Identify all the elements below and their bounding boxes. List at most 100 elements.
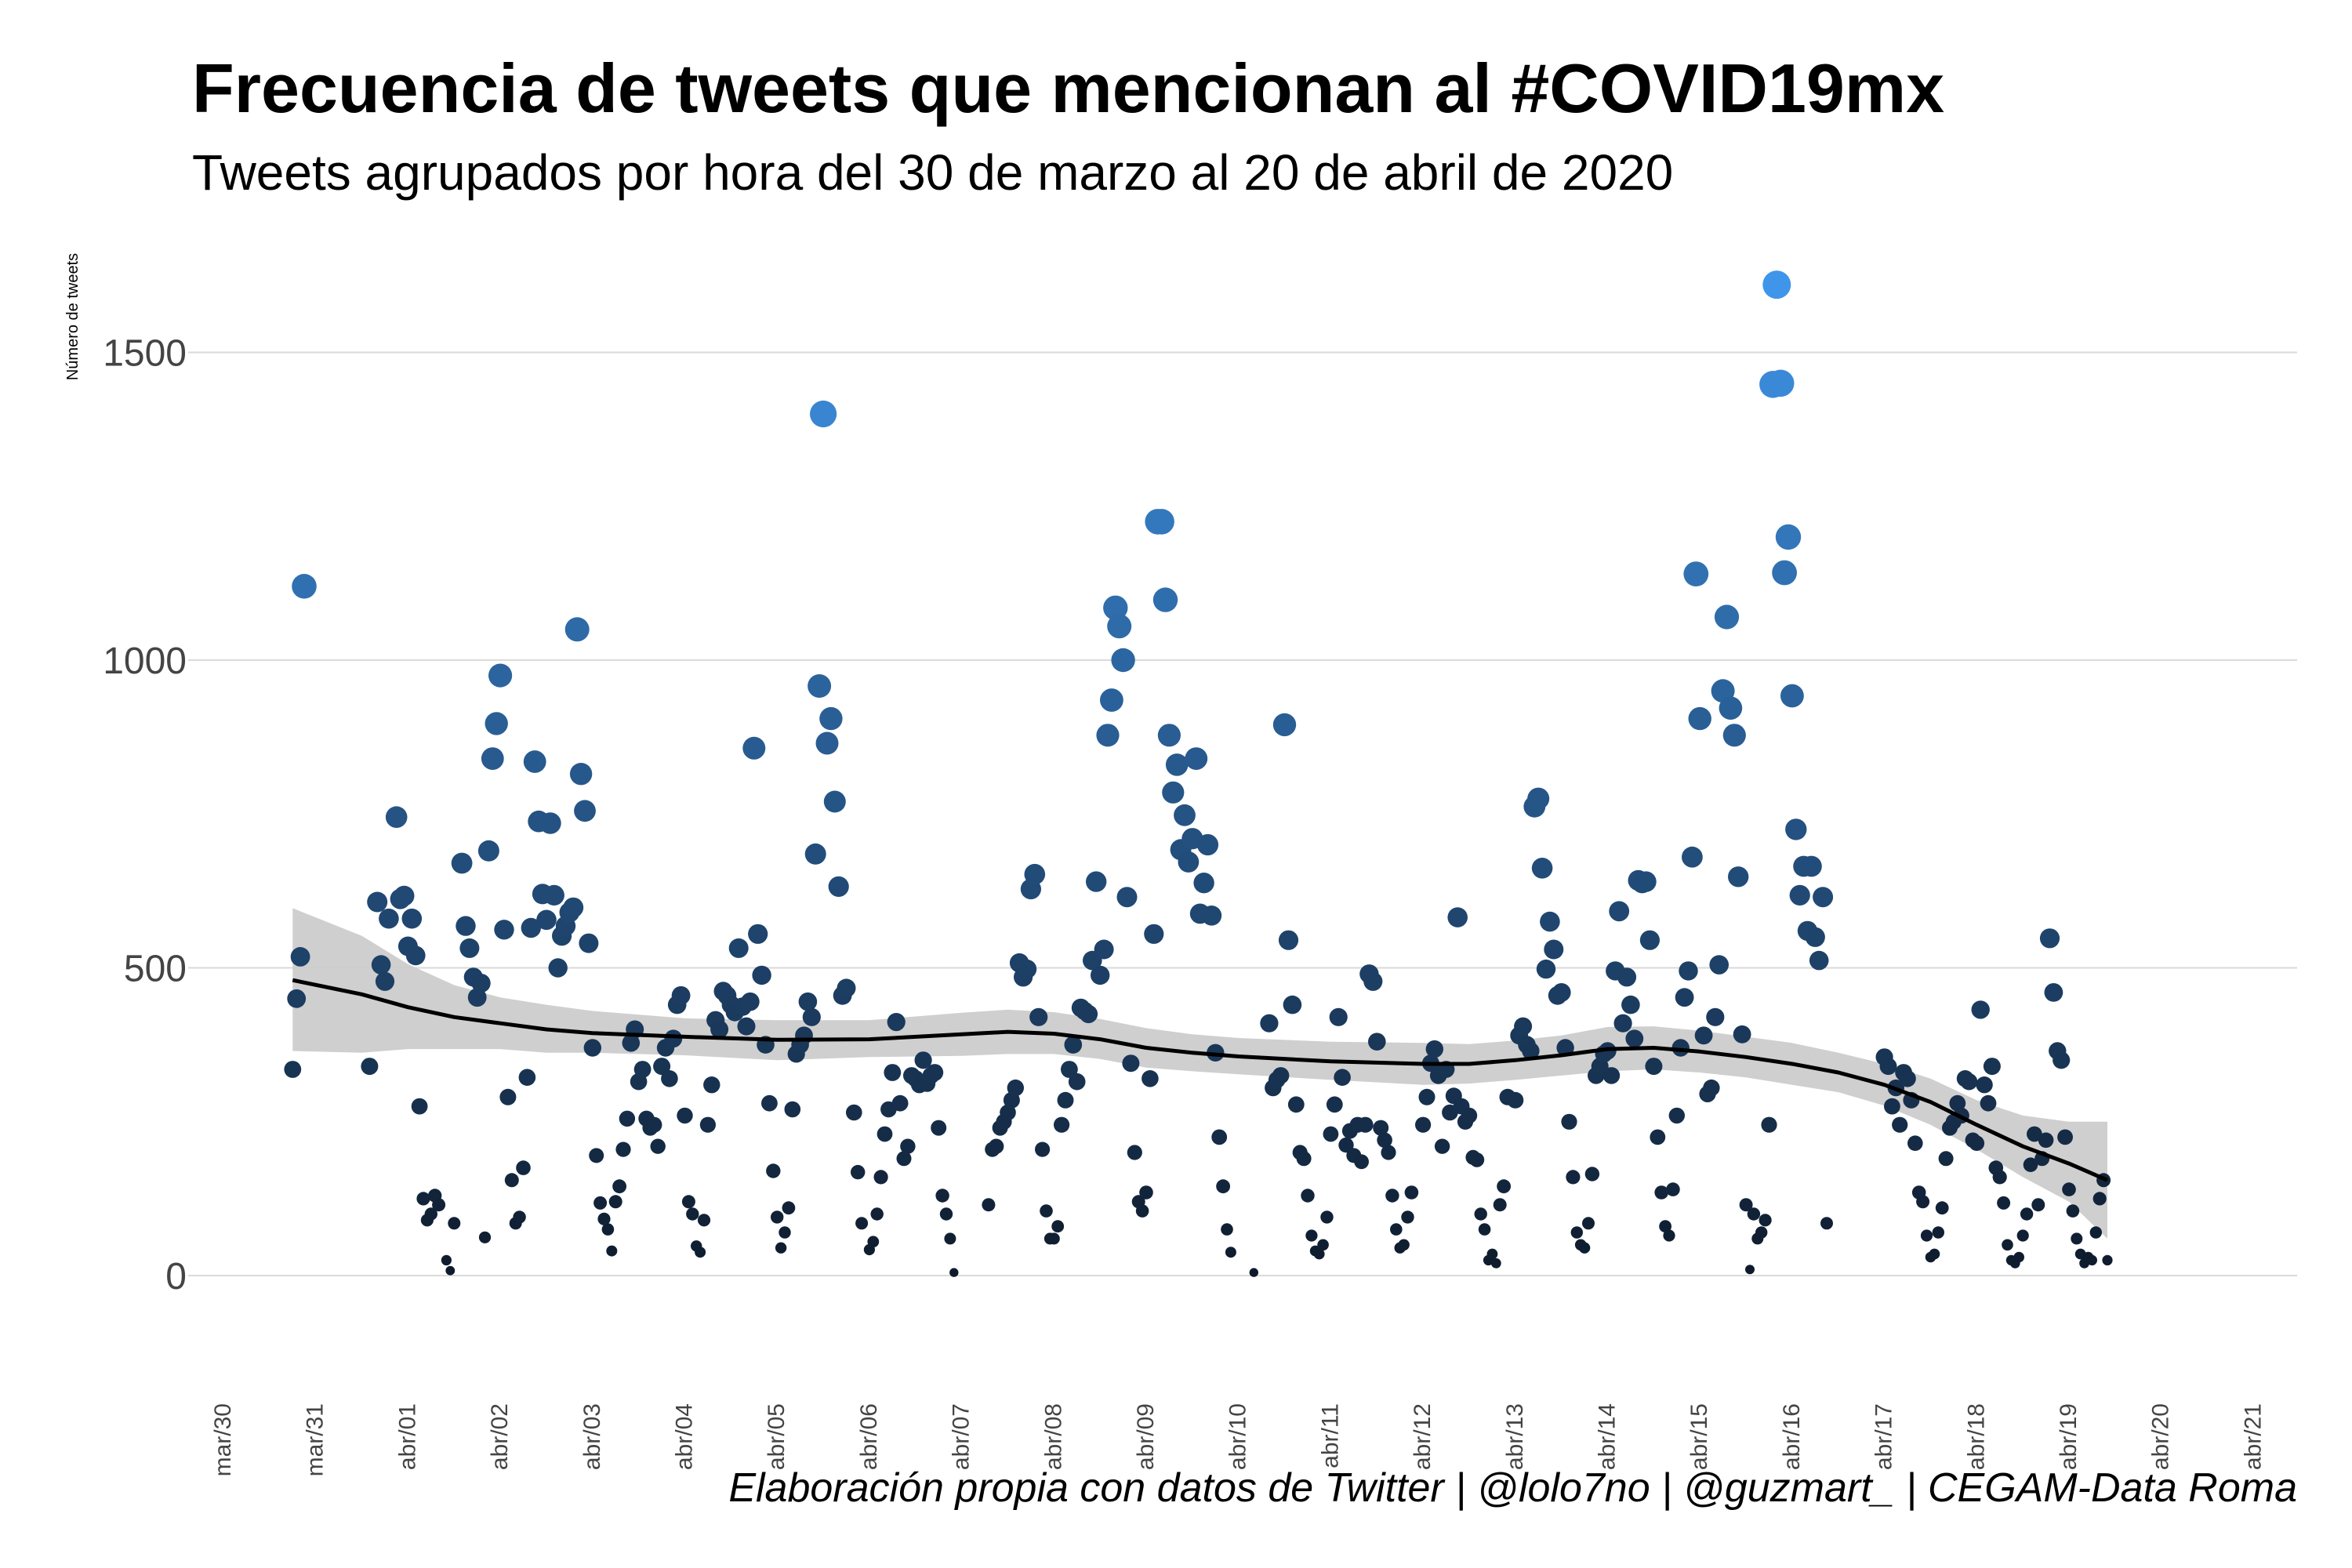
data-point <box>432 1198 446 1212</box>
data-point <box>543 884 564 906</box>
chart-title: Frecuencia de tweets que mencionan al #C… <box>192 49 1944 127</box>
x-tick-label: abr/14 <box>1595 1403 1621 1470</box>
data-point <box>513 1210 526 1224</box>
data-point <box>401 908 423 929</box>
data-point <box>1296 1151 1312 1167</box>
chart-caption: Elaboración propia con datos de Twitter … <box>728 1465 2297 1511</box>
data-point <box>589 1148 604 1163</box>
data-point <box>646 1116 662 1133</box>
data-point <box>855 1217 869 1230</box>
data-point <box>1249 1268 1259 1277</box>
x-tick-label: abr/03 <box>579 1403 605 1470</box>
data-point <box>884 1064 902 1081</box>
data-point <box>748 924 768 944</box>
data-point <box>2013 1251 2024 1263</box>
x-tick-label: abr/13 <box>1502 1403 1528 1470</box>
data-point <box>1100 688 1123 712</box>
data-point <box>622 1034 641 1052</box>
data-point <box>1094 939 1114 960</box>
data-point <box>1418 1088 1436 1105</box>
data-point <box>804 843 826 865</box>
data-point <box>949 1268 959 1277</box>
data-point <box>2071 1232 2083 1245</box>
data-point <box>1354 1154 1369 1170</box>
data-point <box>1381 1145 1396 1160</box>
data-point <box>1096 724 1120 747</box>
data-point <box>1142 1070 1159 1087</box>
data-point <box>1497 1179 1511 1194</box>
x-tick-label: abr/01 <box>394 1403 420 1470</box>
data-point <box>1668 1107 1685 1124</box>
data-point <box>1390 1223 1403 1236</box>
data-point <box>1017 959 1037 979</box>
data-point <box>1447 907 1468 927</box>
data-point <box>1079 1004 1098 1024</box>
data-point <box>1540 911 1560 932</box>
data-point <box>456 916 476 936</box>
data-point <box>1068 1073 1086 1091</box>
data-point <box>1745 1265 1755 1275</box>
data-point <box>563 897 584 918</box>
data-point <box>1165 753 1189 776</box>
data-point <box>1057 1091 1074 1109</box>
x-tick-label: abr/07 <box>949 1403 975 1470</box>
data-point <box>1029 1007 1048 1026</box>
data-point <box>1920 1229 1933 1242</box>
data-point <box>1635 871 1657 892</box>
data-point <box>521 917 541 938</box>
data-point <box>1260 1014 1279 1033</box>
data-point <box>405 946 426 966</box>
data-point <box>664 1029 683 1048</box>
data-point <box>1404 1185 1419 1200</box>
data-point <box>697 1214 711 1227</box>
data-point <box>375 971 395 991</box>
data-point <box>615 1142 631 1157</box>
data-point <box>699 1116 717 1133</box>
data-point <box>516 1160 531 1175</box>
x-tick-label: abr/12 <box>1410 1403 1436 1470</box>
data-point <box>1617 967 1637 987</box>
confidence-ribbon <box>292 908 2107 1239</box>
x-tick-label: mar/30 <box>210 1403 236 1476</box>
data-point <box>1645 1058 1663 1076</box>
data-point <box>1703 1079 1720 1097</box>
data-point <box>1522 1042 1540 1060</box>
x-tick-label: abr/16 <box>1779 1403 1805 1470</box>
x-tick-label: abr/20 <box>2148 1403 2174 1470</box>
smooth-trend-line <box>292 978 2108 1182</box>
data-point <box>416 1192 430 1206</box>
data-point <box>1675 988 1694 1007</box>
data-point <box>1809 950 1829 971</box>
data-point <box>752 965 771 985</box>
data-point <box>887 1013 906 1032</box>
data-point <box>1722 724 1746 747</box>
gridlines <box>188 351 2297 1276</box>
x-tick-label: abr/06 <box>856 1403 882 1470</box>
data-point <box>1663 1229 1675 1242</box>
data-point <box>1578 1242 1591 1254</box>
data-point <box>935 1189 949 1203</box>
x-tick-label: abr/04 <box>672 1403 698 1470</box>
data-point <box>1373 1120 1389 1136</box>
data-point <box>1035 1142 1051 1157</box>
data-point <box>1960 1073 1978 1091</box>
data-point <box>802 1007 821 1026</box>
data-point <box>579 933 599 953</box>
data-point <box>385 806 408 828</box>
data-point <box>1739 1198 1753 1212</box>
chart-subtitle: Tweets agrupados por hora del 30 de marz… <box>192 144 1673 201</box>
data-point <box>1398 1239 1410 1251</box>
data-point <box>1157 724 1181 747</box>
data-point <box>1570 1226 1584 1239</box>
data-point <box>394 885 415 906</box>
confidence-band <box>292 908 2107 1239</box>
data-point <box>1377 1132 1392 1149</box>
data-point <box>686 1207 699 1221</box>
data-point <box>608 1195 622 1209</box>
data-point <box>499 1088 517 1105</box>
data-point <box>1178 851 1200 873</box>
data-point <box>1683 561 1709 586</box>
data-point <box>593 1196 608 1210</box>
data-point <box>1152 587 1178 612</box>
data-point <box>1976 1076 1993 1094</box>
